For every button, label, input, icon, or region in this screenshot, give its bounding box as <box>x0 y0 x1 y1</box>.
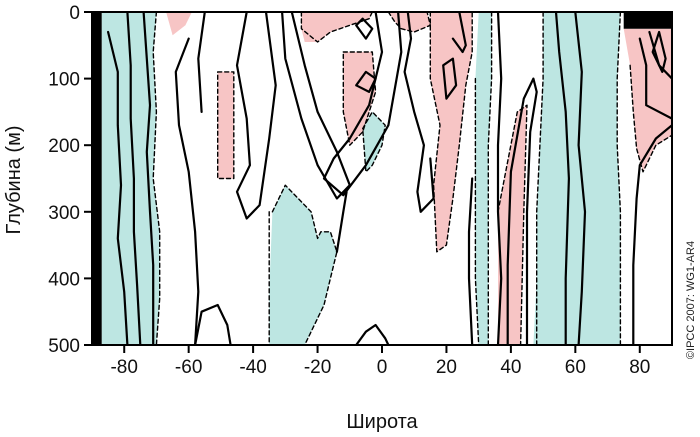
dashed-contour-35 <box>629 64 672 173</box>
dashed-contour-3 <box>152 12 161 345</box>
solid-contour-11 <box>355 17 374 40</box>
solid-contour-32 <box>554 12 570 345</box>
contour-lines <box>107 12 672 345</box>
negative-region-2 <box>101 12 160 345</box>
positive-region-13 <box>498 105 527 345</box>
y-axis-title: Глубина (м) <box>3 125 25 234</box>
land-mask-1 <box>623 12 672 29</box>
positive-region-12 <box>430 12 473 252</box>
y-tick-label: 200 <box>48 136 80 157</box>
x-tick-label: -20 <box>304 357 331 378</box>
positive-region-10 <box>217 71 234 179</box>
dashed-contour-17 <box>271 184 338 345</box>
solid-contour-5 <box>197 12 206 113</box>
x-axis-title: Широта <box>346 411 418 433</box>
negative-region-3 <box>475 12 492 345</box>
dashed-contour-12 <box>342 51 377 146</box>
x-axis: -80 -60 -40 -20 0 20 40 60 80 <box>110 345 650 378</box>
solid-contour-0 <box>107 30 129 345</box>
y-tick-label: 400 <box>48 269 80 290</box>
solid-contour-24 <box>451 12 467 54</box>
y-axis: 0 100 200 300 400 500 <box>48 3 92 357</box>
positive-region-8 <box>301 12 373 42</box>
solid-contour-6 <box>235 12 277 220</box>
solid-contour-28 <box>496 12 503 345</box>
solid-contour-18 <box>335 190 348 253</box>
x-tick-label: -40 <box>239 357 266 378</box>
y-tick-label: 0 <box>69 3 80 24</box>
dashed-contour-13 <box>362 111 386 173</box>
solid-contour-15 <box>355 70 377 93</box>
solid-contour-7 <box>194 303 232 345</box>
x-tick-label: 0 <box>377 357 388 378</box>
positive-region-7 <box>166 12 192 36</box>
land-mask-0 <box>92 12 102 345</box>
x-tick-label: 60 <box>565 357 586 378</box>
dashed-contour-26 <box>474 77 480 345</box>
positive-region-11 <box>343 52 376 146</box>
solid-contour-14 <box>322 12 403 197</box>
solid-contour-30 <box>506 77 538 345</box>
negative-region-4 <box>533 12 621 345</box>
solid-contour-36 <box>632 124 672 345</box>
dashed-contour-21 <box>387 12 431 33</box>
x-tick-label: 80 <box>629 357 650 378</box>
dashed-contour-31 <box>536 12 544 345</box>
solid-contour-9 <box>281 12 351 200</box>
y-tick-label: 500 <box>48 336 80 357</box>
negative-region-6 <box>362 111 386 172</box>
x-tick-label: 20 <box>436 357 457 378</box>
solid-contour-2 <box>142 12 155 345</box>
solid-contour-37 <box>638 37 672 120</box>
solid-contour-1 <box>126 12 142 345</box>
x-tick-label: -80 <box>110 357 137 378</box>
dashed-contour-10 <box>300 12 373 43</box>
y-tick-label: 300 <box>48 203 80 224</box>
dashed-contour-8 <box>217 71 235 180</box>
x-tick-label: -60 <box>175 357 202 378</box>
dashed-contour-27 <box>487 12 493 345</box>
solid-contour-39 <box>651 30 667 73</box>
dashed-contour-34 <box>616 12 622 345</box>
solid-contour-4 <box>174 37 200 345</box>
copyright-credit: ©IPCC 2007: WG1-AR4 <box>685 241 697 359</box>
negative-region-5 <box>269 185 337 345</box>
y-tick-label: 100 <box>48 70 80 91</box>
solid-contour-33 <box>574 12 587 345</box>
solid-contour-25 <box>467 177 474 345</box>
solid-contour-23 <box>442 57 458 100</box>
dashed-contour-22 <box>429 12 473 253</box>
solid-contour-19 <box>355 323 390 345</box>
x-tick-label: 40 <box>500 357 521 378</box>
solid-contour-20 <box>403 12 435 213</box>
